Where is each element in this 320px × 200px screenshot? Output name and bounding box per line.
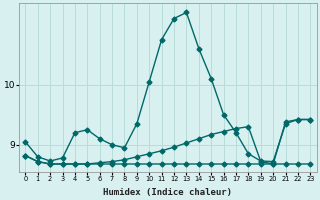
X-axis label: Humidex (Indice chaleur): Humidex (Indice chaleur): [103, 188, 232, 197]
